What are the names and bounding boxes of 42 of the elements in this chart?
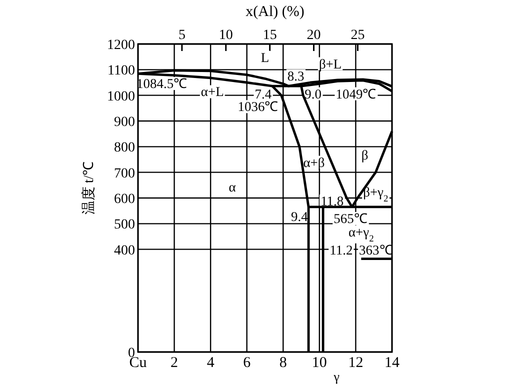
- annotation: α+L: [200, 84, 224, 100]
- x-tick-label: 4: [206, 355, 215, 371]
- x-tick-label: 10: [312, 355, 327, 371]
- x2-tick-label: 15: [262, 28, 277, 43]
- y-axis-title: 温度 t/℃: [81, 161, 97, 215]
- y-tick-label: 800: [114, 140, 135, 156]
- y-tick-label: 400: [114, 243, 135, 258]
- annotation: α+γ$_{2}$: [348, 224, 374, 244]
- annotation: 8.3: [287, 68, 305, 84]
- annotation: 1084.5℃: [136, 76, 188, 92]
- x-tick-label: 2: [170, 355, 178, 371]
- annotation: α+β: [303, 154, 325, 170]
- annotation: β+L: [318, 56, 342, 72]
- annotation: 9.4: [291, 208, 308, 224]
- y-tick-label: 700: [114, 166, 135, 182]
- annotation: 9.0: [304, 86, 322, 102]
- annotation: β: [361, 147, 368, 162]
- annotation: L: [260, 50, 270, 65]
- annotation: 1036℃: [238, 99, 279, 114]
- y-tick-label: 1000: [107, 89, 135, 104]
- y-tick-label: 900: [114, 115, 135, 130]
- text: γ: [332, 369, 340, 384]
- x2-axis-title: x(Al) (%): [246, 4, 304, 20]
- annotation: 363℃: [359, 242, 394, 258]
- x2-tick-label: 20: [306, 28, 321, 43]
- annotation: 7.4: [254, 86, 272, 102]
- x-tick-label: 6: [243, 355, 252, 371]
- y-tick-label: 1200: [107, 38, 135, 53]
- x-tick-label: 8: [279, 355, 287, 371]
- x2-tick-label: 25: [350, 28, 365, 43]
- x-tick-label: 12: [348, 355, 364, 371]
- annotation: α: [228, 179, 236, 194]
- y-tick-label: 1100: [108, 64, 135, 79]
- y-tick-label: 600: [114, 192, 135, 207]
- annotation: 11.8: [320, 194, 344, 209]
- x2-tick-label: 5: [178, 28, 186, 43]
- x-tick-label: 14: [384, 355, 400, 371]
- y-tick-label: 500: [114, 218, 135, 233]
- annotation: 1049℃: [336, 86, 377, 102]
- annotation: 11.2: [330, 242, 353, 258]
- annotation: 565℃: [334, 211, 368, 226]
- x2-tick-label: 10: [218, 28, 233, 43]
